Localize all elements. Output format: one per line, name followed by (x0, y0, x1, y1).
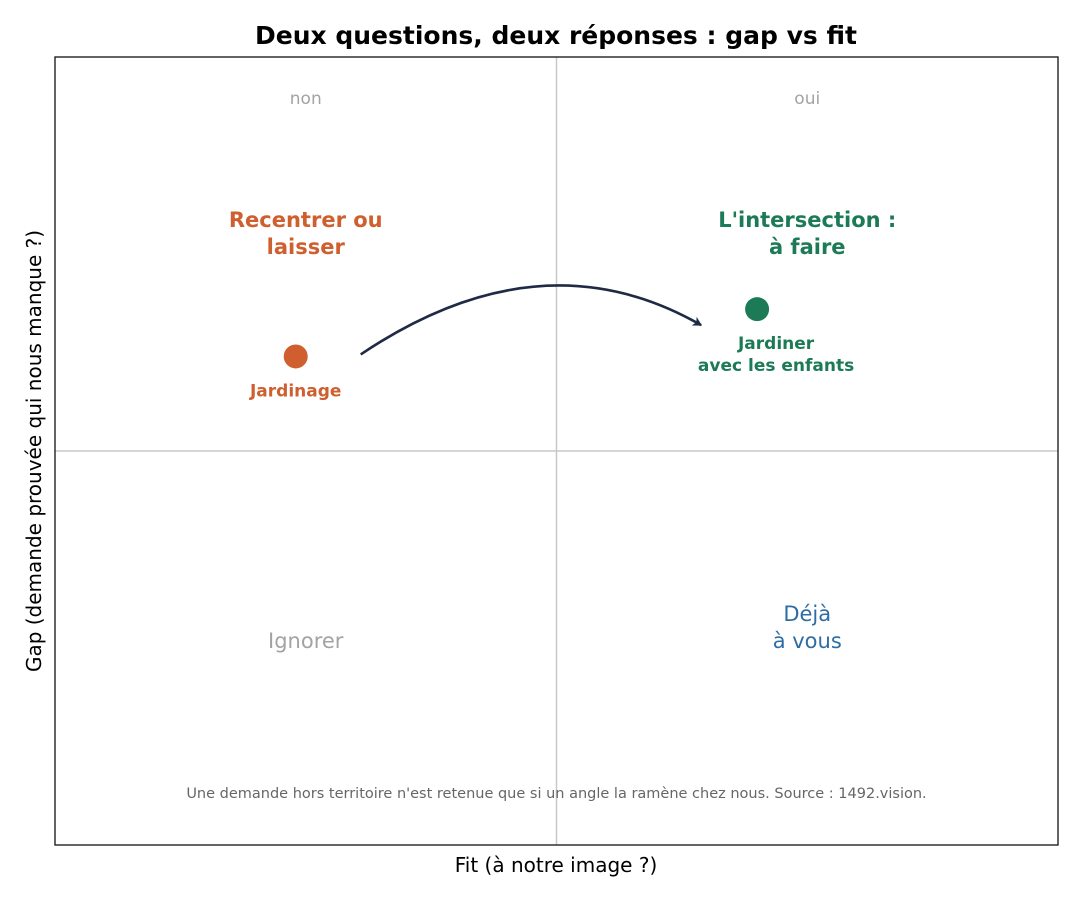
quadrant-label-bottom-right: Déjà à vous (773, 602, 842, 653)
data-point-label-0: Jardinage (249, 381, 341, 401)
quadrant-label-bottom-left: Ignorer (268, 629, 344, 653)
y-axis-label: Gap (demande prouvée qui nous manque ?) (22, 230, 46, 672)
plot-area: non oui Recentrer ou laisser L'intersection … (54, 56, 1059, 846)
footnote: Une demande hors territoire n'est retenu… (186, 786, 926, 802)
data-point-0 (283, 344, 308, 369)
quadrant-label-top-left-line: laisser (267, 235, 346, 259)
quadrant-label-top-left: Recentrer ou laisser (229, 208, 383, 259)
quadrant-label-bottom-right-line: à vous (773, 629, 842, 653)
quadrant-label-top-right: L'intersection : à faire (718, 208, 896, 259)
plot-frame (54, 56, 1059, 846)
x-axis-label: Fit (à notre image ?) (455, 853, 658, 877)
transition-arrow (359, 284, 702, 356)
column-header-non: non (290, 89, 322, 109)
quadrant-label-top-right-line: à faire (769, 235, 846, 259)
quadrant-label-bottom-right-line: Déjà (783, 602, 831, 626)
quadrant-label-top-left-line: Recentrer ou (229, 208, 383, 232)
data-point-label-1-line: Jardiner (737, 334, 815, 354)
data-point-1 (745, 297, 770, 322)
data-point-label-1-line: avec les enfants (698, 356, 854, 376)
quadrant-label-top-right-line: L'intersection : (718, 208, 896, 232)
data-point-label-1: Jardiner avec les enfants (698, 334, 854, 376)
chart-title: Deux questions, deux réponses : gap vs f… (255, 21, 857, 50)
quadrant-label-bottom-left-line: Ignorer (268, 629, 344, 653)
column-header-oui: oui (794, 89, 820, 109)
data-point-label-0-line: Jardinage (249, 381, 341, 401)
